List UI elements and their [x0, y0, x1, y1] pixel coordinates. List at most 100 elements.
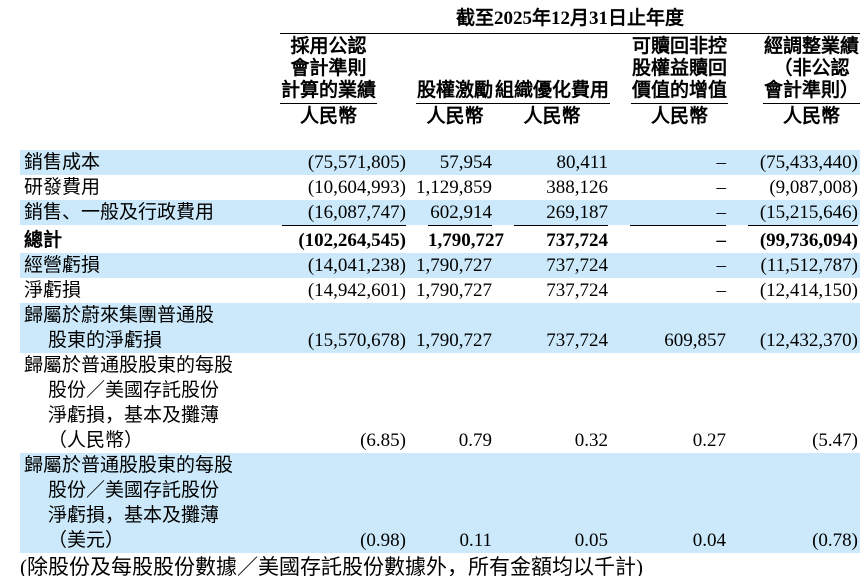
value-cell: 1,790,727 — [416, 255, 492, 276]
column-unit-label: 人民幣 — [300, 106, 358, 127]
table-title: 截至2025年12月31日止年度 — [455, 8, 684, 29]
row-label-cell: 歸屬於普通股股東的每股 股份／美國存託股份 淨虧損，基本及攤薄 （美元） — [20, 453, 280, 553]
column-header-lines: 可贖回非控 股權益贖回 價值的增值 — [630, 34, 728, 104]
row-label-line: 總計 — [24, 230, 63, 251]
value-cell: 737,724 — [546, 255, 608, 276]
table-row: 研發費用 (10,604,993) 1,129,859 388,126 – (9,087,… — [20, 175, 860, 200]
row-label-cell: 研發費用 — [20, 175, 280, 200]
value-cell: (15,570,678) — [307, 330, 406, 351]
value-cell: (9,087,008) — [769, 177, 858, 198]
value-cell: 388,126 — [546, 177, 608, 198]
value-cell: 1,129,859 — [416, 177, 492, 198]
column-header-lines: 股權激勵 — [415, 78, 494, 104]
row-label-line: 淨虧損 — [24, 280, 82, 301]
value-cell: 0.05 — [574, 530, 608, 551]
value-cell: 0.79 — [458, 430, 492, 451]
column-header: 採用公認 會計準則 計算的業績人民幣 — [280, 34, 378, 128]
footnote: (除股份及每股股份數據／美國存託股份數據外，所有金額均以千計) — [20, 555, 643, 576]
column-header-lines: 經調整業績 （非公認 會計準則） — [762, 34, 860, 104]
column-header-line: 可贖回非控 — [631, 36, 727, 57]
column-header-lines: 組織優化費用 — [494, 78, 611, 104]
header-spacer-cell — [20, 34, 280, 129]
value-cell: 0.32 — [574, 430, 608, 451]
column-header-line: 經調整業績 — [763, 36, 859, 57]
value-cell: – — [716, 255, 727, 276]
row-label-line: 股東的淨虧損 — [48, 330, 163, 351]
value-cell: (14,041,238) — [307, 255, 406, 276]
value-cell: 0.27 — [692, 430, 726, 451]
row-label-cell: 歸屬於蔚來集團普通股股東的淨虧損 — [20, 303, 280, 353]
column-header-line: （非公認 — [773, 58, 850, 79]
value-cell: (0.78) — [812, 530, 858, 551]
column-header-cell: 可贖回非控 股權益贖回 價值的增值 人民幣 — [610, 33, 728, 128]
value-cell: (99,736,094) — [728, 225, 860, 253]
table-row: 歸屬於普通股股東的每股 股份／美國存託股份 淨虧損，基本及攤薄 （人民幣） (6.85)… — [20, 353, 860, 453]
column-header-line: 會計準則） — [763, 80, 859, 101]
column-header-cell: 經調整業績 （非公認 會計準則） 人民幣 — [728, 33, 860, 128]
table-row: 淨虧損 (14,942,601) 1,790,727 737,724 – (12,414,… — [20, 278, 860, 303]
row-label-line: （人民幣） — [48, 430, 144, 451]
value-cell: 80,411 — [556, 152, 608, 173]
row-label-cell: 銷售、一般及行政費用 — [20, 200, 280, 225]
column-header: 組織優化費用 人民幣 — [494, 78, 611, 128]
value-cell: – — [610, 225, 728, 253]
value-cell: 1,790,727 — [416, 280, 492, 301]
value-cell: (75,433,440) — [759, 152, 858, 173]
row-label-line: 歸屬於普通股股東的每股 — [24, 355, 234, 376]
column-header-cell: 組織優化費用 人民幣 — [494, 33, 611, 128]
table-body: 銷售成本 (75,571,805) 57,954 80,411 – (75,433,440… — [20, 128, 860, 553]
value-cell: 737,724 — [546, 280, 608, 301]
financial-table: 採用公認 會計準則 計算的業績 人民幣 股權激勵 人民幣 組織優化費用 人民幣 可贖回非控 股權益… — [20, 33, 860, 553]
column-unit-label: 人民幣 — [650, 106, 708, 127]
value-cell: (10,604,993) — [307, 177, 406, 198]
total-value: 1,790,727 — [428, 225, 504, 253]
value-cell: (5.47) — [812, 430, 858, 451]
value-cell: 737,724 — [546, 330, 608, 351]
value-cell: 1,790,727 — [416, 330, 492, 351]
column-header-line: 計算的業績 — [281, 80, 377, 101]
total-value: – — [630, 225, 726, 253]
column-header: 可贖回非控 股權益贖回 價值的增值 人民幣 — [630, 34, 728, 128]
value-cell: (14,942,601) — [307, 280, 406, 301]
column-header-line: 採用公認 — [290, 36, 367, 57]
row-label-cell: 歸屬於普通股股東的每股 股份／美國存託股份 淨虧損，基本及攤薄 （人民幣） — [20, 353, 280, 453]
row-label-line: 股份／美國存託股份 — [48, 380, 220, 401]
value-cell: 737,724 — [494, 225, 610, 253]
row-label-line: 淨虧損，基本及攤薄 — [48, 505, 220, 526]
column-header-line: 股權益贖回 — [631, 58, 727, 79]
value-cell: (75,571,805) — [307, 152, 406, 173]
value-cell: – — [716, 177, 727, 198]
value-cell: – — [716, 152, 727, 173]
row-label-line: 歸屬於普通股股東的每股 — [24, 455, 234, 476]
header-gap-row — [20, 128, 860, 150]
value-cell: – — [716, 202, 727, 223]
column-header-cell: 股權激勵 人民幣 — [408, 33, 494, 128]
row-label-line: 銷售、一般及行政費用 — [24, 202, 215, 223]
column-header-line: 組織優化費用 — [495, 80, 610, 101]
table-row: 經營虧損 (14,041,238) 1,790,727 737,724 – (11,512… — [20, 253, 860, 278]
value-cell: (6.85) — [360, 430, 406, 451]
value-cell: (11,512,787) — [760, 255, 858, 276]
row-label-line: 經營虧損 — [24, 255, 101, 276]
header-row: 採用公認 會計準則 計算的業績 人民幣 股權激勵 人民幣 組織優化費用 人民幣 可贖回非控 股權益… — [20, 33, 860, 129]
column-header-line: 會計準則 — [290, 58, 367, 79]
column-header-line: 股權激勵 — [416, 80, 493, 101]
value-cell: 609,857 — [664, 330, 726, 351]
total-value: 737,724 — [514, 225, 608, 253]
table-row: 歸屬於普通股股東的每股 股份／美國存託股份 淨虧損，基本及攤薄 （美元） (0.98) 0… — [20, 453, 860, 553]
row-label-line: 銷售成本 — [24, 152, 101, 173]
row-label-line: 研發費用 — [24, 177, 101, 198]
value-cell: (0.98) — [360, 530, 406, 551]
column-unit-label: 人民幣 — [426, 106, 484, 127]
value-cell: 57,954 — [439, 152, 492, 173]
column-header: 經調整業績 （非公認 會計準則） 人民幣 — [762, 34, 860, 128]
column-header: 股權激勵 人民幣 — [415, 78, 494, 128]
column-header-line: 價值的增值 — [631, 80, 727, 101]
table-row: 歸屬於蔚來集團普通股股東的淨虧損 (15,570,678) 1,790,727 737… — [20, 303, 860, 353]
row-label-line: 歸屬於蔚來集團普通股 — [24, 305, 215, 326]
table-header: 採用公認 會計準則 計算的業績 人民幣 股權激勵 人民幣 組織優化費用 人民幣 可贖回非控 股權益… — [20, 33, 860, 129]
row-label-line: 股份／美國存託股份 — [48, 480, 220, 501]
value-cell: (16,087,747) — [307, 202, 406, 223]
value-cell: (102,264,545) — [280, 225, 408, 253]
